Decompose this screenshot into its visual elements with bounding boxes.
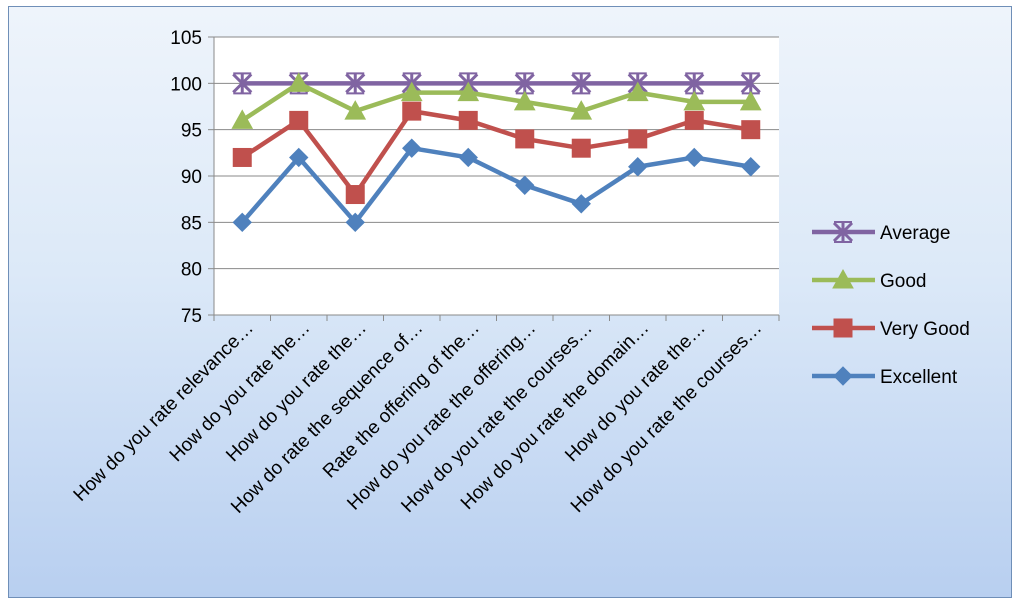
data-point	[832, 221, 854, 243]
y-tick-label: 75	[181, 306, 202, 327]
data-point	[287, 72, 310, 92]
data-point	[289, 147, 309, 168]
data-point	[571, 194, 591, 214]
legend-label: Very Good	[880, 319, 970, 340]
y-tick-label: 105	[170, 28, 202, 49]
y-axis-tick-labels: 75 80 85 90 95 100 105	[170, 28, 202, 327]
y-tick-label: 90	[181, 167, 202, 188]
data-point	[833, 366, 853, 386]
y-tick-label: 85	[181, 213, 202, 234]
series-line	[241, 81, 751, 123]
data-point	[626, 81, 649, 102]
data-point	[345, 212, 365, 233]
data-point	[344, 100, 367, 120]
data-point	[232, 147, 252, 167]
data-point	[739, 90, 762, 111]
legend-label: Average	[880, 223, 950, 244]
data-point	[231, 109, 254, 129]
line-chart: 75 80 85 90 95 100 105 How do you rate relevan…	[70, 28, 970, 518]
legend-label: Excellent	[880, 367, 958, 388]
data-point	[683, 90, 706, 111]
data-point	[345, 72, 366, 95]
legend-item: Very Good	[812, 318, 970, 340]
data-point	[740, 72, 761, 95]
data-point	[400, 81, 423, 102]
data-point	[741, 157, 761, 177]
data-point	[515, 129, 535, 149]
data-point	[832, 268, 854, 289]
series-line	[241, 108, 752, 197]
data-point	[684, 110, 704, 130]
axes	[213, 37, 780, 321]
chart-area: 75 80 85 90 95 100 105 How do you rate relevan…	[8, 6, 1012, 598]
data-point	[232, 72, 253, 95]
data-point	[457, 81, 480, 102]
data-point	[571, 72, 592, 95]
data-point	[571, 138, 591, 158]
data-point	[684, 147, 704, 168]
series-lines	[231, 72, 762, 233]
data-point	[402, 138, 422, 158]
series-excellent	[232, 138, 761, 233]
data-point	[741, 120, 761, 140]
data-point	[684, 72, 705, 95]
data-point	[833, 318, 853, 338]
y-tick-label: 95	[181, 121, 202, 142]
data-point	[570, 100, 593, 120]
data-point	[458, 147, 478, 168]
data-point	[628, 129, 648, 149]
y-tick-label: 100	[170, 74, 202, 95]
series-very-good	[232, 101, 761, 205]
data-point	[628, 157, 648, 177]
series-line	[240, 145, 752, 225]
y-tick-label: 80	[181, 260, 202, 281]
data-point	[515, 175, 535, 195]
legend-item: Good	[812, 268, 926, 292]
data-point	[232, 212, 252, 233]
x-axis-tick-labels: How do you rate relevance…How do you rat…	[70, 318, 767, 518]
legend-label: Good	[880, 271, 926, 292]
data-point	[513, 90, 536, 111]
legend-item: Average	[812, 221, 950, 244]
legend-item: Excellent	[812, 366, 958, 388]
series-good	[231, 72, 762, 129]
data-point	[289, 110, 309, 130]
data-point	[458, 110, 478, 130]
data-point	[345, 185, 365, 205]
legend: Average Good Very Good Excellent	[812, 221, 970, 388]
data-point	[402, 101, 422, 121]
